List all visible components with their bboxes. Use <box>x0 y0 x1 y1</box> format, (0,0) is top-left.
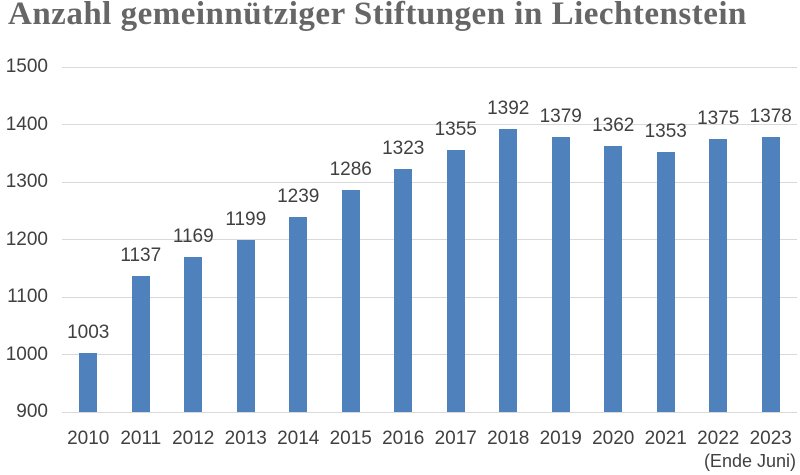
data-label-2014: 1239 <box>277 186 320 208</box>
bar-2016 <box>394 168 413 412</box>
bar-2023 <box>761 137 780 412</box>
bar-2012 <box>184 257 203 412</box>
x-tick-label-2023: 2023 <box>749 428 792 449</box>
x-tick-label-2017: 2017 <box>434 428 477 449</box>
bar-2022 <box>709 138 728 412</box>
y-tick-label: 1000 <box>5 343 48 365</box>
gridline <box>62 354 797 355</box>
gridline <box>62 239 797 240</box>
data-label-2011: 1137 <box>120 244 162 266</box>
bar-2014 <box>289 217 308 412</box>
gridline <box>62 296 797 298</box>
data-label-2023: 1378 <box>749 106 792 128</box>
x-tick-label-2013: 2013 <box>224 428 267 449</box>
bar-2019 <box>551 136 570 412</box>
bar-2013 <box>236 240 255 412</box>
x-tick-label-2010: 2010 <box>67 428 110 449</box>
x-axis-note: (Ende Juni) <box>703 451 796 471</box>
bar-2011 <box>131 275 150 412</box>
data-label-2012: 1169 <box>172 226 214 248</box>
y-tick-label: 1100 <box>7 286 48 307</box>
bar-2015 <box>341 190 360 412</box>
plot-area <box>62 67 797 412</box>
bar-2010 <box>79 352 98 412</box>
y-tick-label: 1400 <box>5 113 48 135</box>
y-tick-label: 1500 <box>5 56 48 77</box>
x-tick-label-2022: 2022 <box>697 428 740 449</box>
x-tick-label-2021: 2021 <box>644 428 687 449</box>
data-label-2017: 1355 <box>434 119 477 141</box>
data-label-2019: 1379 <box>539 105 582 127</box>
y-tick-label: 900 <box>16 401 48 422</box>
x-tick-label-2016: 2016 <box>382 428 425 449</box>
data-label-2021: 1353 <box>644 120 687 142</box>
x-tick-label-2018: 2018 <box>487 428 530 449</box>
x-tick-label-2011: 2011 <box>120 428 162 449</box>
data-label-2015: 1286 <box>329 159 372 181</box>
bar-2018 <box>499 129 518 412</box>
data-label-2010: 1003 <box>67 321 110 343</box>
x-tick-label-2015: 2015 <box>329 428 372 449</box>
gridline <box>62 124 797 125</box>
x-tick-label-2020: 2020 <box>592 428 635 449</box>
x-tick-label-2012: 2012 <box>172 428 215 449</box>
gridline <box>62 66 797 68</box>
y-tick-label: 1300 <box>5 171 48 192</box>
bar-2021 <box>656 151 675 412</box>
x-tick-label-2019: 2019 <box>539 428 582 449</box>
data-label-2016: 1323 <box>382 137 425 159</box>
gridline <box>62 411 797 413</box>
data-label-2020: 1362 <box>592 115 635 137</box>
data-label-2013: 1199 <box>225 209 267 231</box>
data-label-2018: 1392 <box>487 98 530 120</box>
bar-2017 <box>446 150 465 412</box>
bar-2020 <box>604 146 623 412</box>
gridline <box>62 181 797 183</box>
chart-title: Anzahl gemeinnütziger Stiftungen in Liec… <box>8 0 747 32</box>
y-tick-label: 1200 <box>5 228 48 250</box>
data-label-2022: 1375 <box>697 107 740 129</box>
x-tick-label-2014: 2014 <box>277 428 320 449</box>
